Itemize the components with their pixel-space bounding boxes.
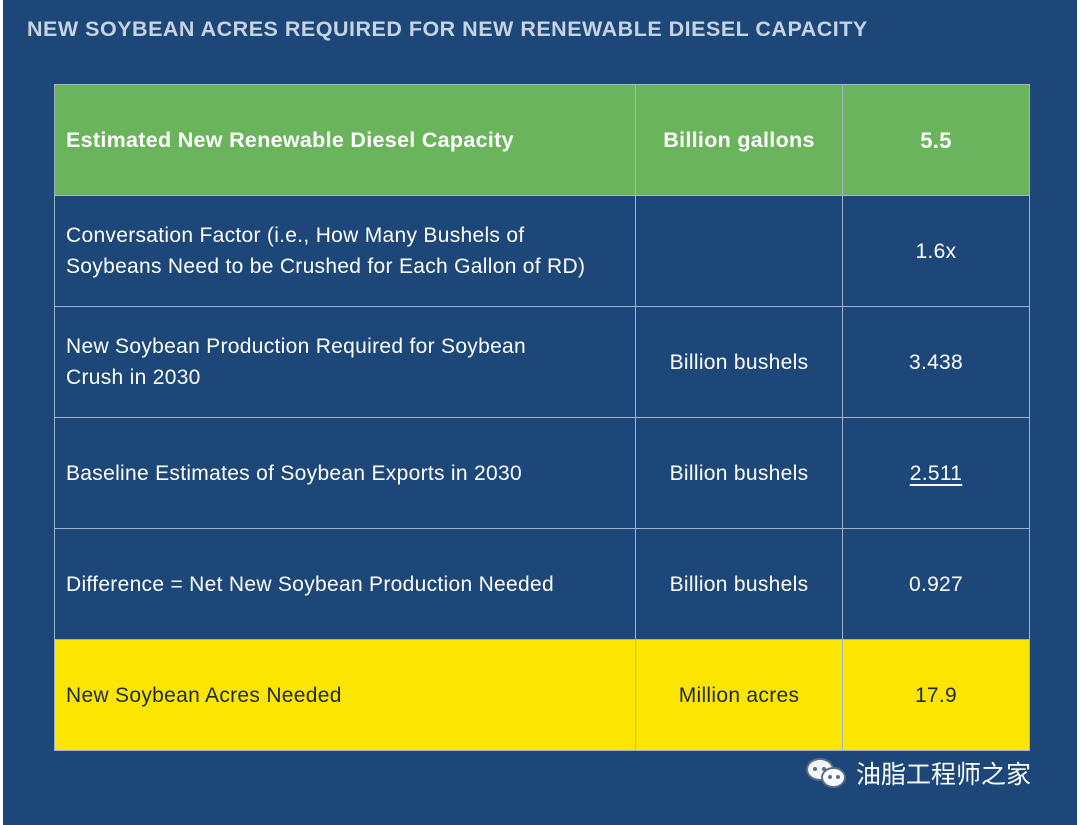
table-title: NEW SOYBEAN ACRES REQUIRED FOR NEW RENEW… [27, 17, 868, 41]
table-row: Conversation Factor (i.e., How Many Bush… [54, 195, 1030, 307]
row-unit: Billion bushels [635, 417, 843, 529]
data-table: Estimated New Renewable Diesel Capacity … [54, 84, 1030, 751]
row-label-line: Soybeans Need to be Crushed for Each Gal… [66, 255, 586, 278]
row-value: 3.438 [842, 306, 1030, 418]
table-row: New Soybean Production Required for Soyb… [54, 306, 1030, 418]
row-value-underlined: 2.511 [909, 461, 963, 485]
row-label: Difference = Net New Soybean Production … [54, 528, 636, 640]
panel: NEW SOYBEAN ACRES REQUIRED FOR NEW RENEW… [3, 0, 1077, 825]
watermark: 油脂工程师之家 [806, 755, 1031, 791]
wechat-icon [806, 756, 848, 790]
row-value: 5.5 [842, 84, 1030, 196]
watermark-text: 油脂工程师之家 [856, 760, 1032, 789]
row-label: Estimated New Renewable Diesel Capacity [54, 84, 636, 196]
row-value: 2.511 [842, 417, 1030, 529]
row-label-line: Conversation Factor (i.e., How Many Bush… [66, 224, 525, 247]
row-unit: Billion gallons [635, 84, 843, 196]
row-unit: Billion bushels [635, 528, 843, 640]
row-label: Baseline Estimates of Soybean Exports in… [54, 417, 636, 529]
row-unit: Billion bushels [635, 306, 843, 418]
row-unit: Million acres [635, 639, 843, 751]
row-value: 17.9 [842, 639, 1030, 751]
row-value: 0.927 [842, 528, 1030, 640]
row-label: Conversation Factor (i.e., How Many Bush… [54, 195, 636, 307]
row-value: 1.6x [842, 195, 1030, 307]
row-label-line: New Soybean Production Required for Soyb… [66, 335, 527, 358]
row-unit [635, 195, 843, 307]
row-label: New Soybean Acres Needed [54, 639, 636, 751]
row-label: New Soybean Production Required for Soyb… [54, 306, 636, 418]
table-row: Baseline Estimates of Soybean Exports in… [54, 417, 1030, 529]
row-label-line: Crush in 2030 [66, 366, 201, 389]
table-row-header: Estimated New Renewable Diesel Capacity … [54, 84, 1030, 196]
table-row: Difference = Net New Soybean Production … [54, 528, 1030, 640]
table-row-total: New Soybean Acres Needed Million acres 1… [54, 639, 1030, 751]
